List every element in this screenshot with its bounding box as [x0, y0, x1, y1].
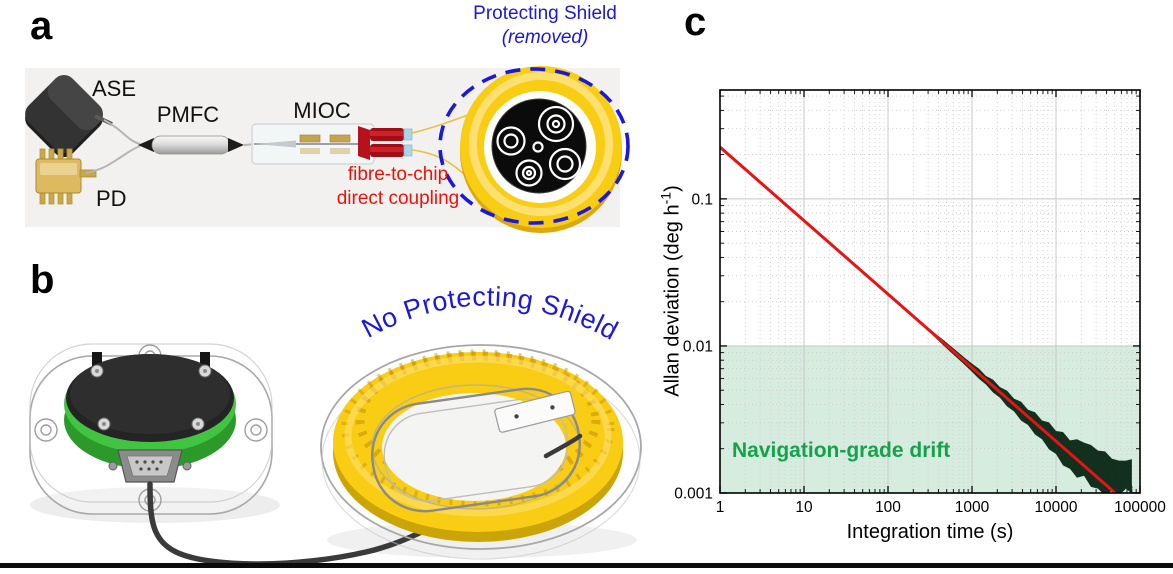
fiber-coil-assembly [438, 66, 630, 233]
fiber-to-chip-coupler [370, 128, 413, 157]
y-axis-title-sup: -1 [657, 191, 674, 205]
mioc-modulator [251, 109, 485, 185]
x-tick-label: 1000 [955, 499, 990, 516]
y-tick-label: 0.1 [691, 191, 713, 208]
panel-c-letter: c [684, 0, 707, 44]
bare-coil-gyro [320, 344, 642, 560]
panel-b-letter: b [30, 258, 55, 302]
shield-note: Protecting Shield (removed) [440, 2, 650, 50]
coupling-note-line1: fibre-to-chip [347, 164, 449, 185]
ase-label: ASE [92, 76, 137, 101]
panel-a-letter: a [30, 4, 53, 48]
pmfc-coupler [138, 135, 257, 155]
coupling-note: fibre-to-chip direct coupling [303, 163, 493, 211]
pmfc-label: PMFC [156, 102, 220, 127]
y-tick-label: 0.001 [674, 486, 713, 503]
mioc-label: MIOC [293, 98, 351, 123]
chart-series [720, 145, 1133, 493]
y-axis-title: Allan deviation (deg h-1) [658, 185, 685, 396]
arw-fit-line [720, 145, 1118, 493]
allan-deviation-chart: 1 10 100 1000 10000 100000 0.1 0.01 0.001 [674, 89, 1166, 516]
db9-connector [108, 449, 192, 483]
x-tick-label: 10000 [1034, 499, 1077, 516]
ring-interior [371, 384, 583, 513]
y-axis-title-main: Allan deviation (deg h [661, 204, 684, 397]
chip-carrier [494, 390, 576, 433]
screws [90, 364, 212, 431]
x-tick-label: 100000 [1114, 499, 1166, 516]
allan-deviation-band [720, 145, 1132, 493]
panel-a-schematic [25, 66, 630, 233]
photonic-chip [491, 98, 587, 194]
plot-border [719, 89, 1141, 494]
panel-b-render: No Protecting Shield [29, 281, 642, 567]
shield-dashed-outline [438, 67, 630, 225]
ase-source [25, 75, 113, 158]
coupling-note-line2: direct coupling [336, 188, 460, 209]
fiber-leads [85, 119, 141, 174]
packaged-gyro [29, 343, 273, 515]
shield-note-line1: Protecting Shield [473, 3, 617, 24]
x-tick-label: 100 [875, 499, 901, 516]
x-axis-title: Integration time (s) [846, 521, 1014, 543]
x-tick-label: 10 [795, 499, 813, 516]
x-tick-label: 1 [716, 499, 725, 516]
no-shield-annotation: No Protecting Shield [357, 281, 623, 345]
pd-label: PD [96, 186, 127, 211]
y-tick-label: 0.01 [683, 338, 713, 355]
bottom-border-line [0, 563, 1173, 568]
y-axis-title-end: ) [661, 185, 684, 192]
shield-note-line2: (removed) [501, 27, 589, 48]
chip-end-face [358, 126, 370, 160]
navigation-grade-region-label: Navigation-grade drift [732, 439, 951, 462]
pcb-stack [64, 352, 236, 469]
